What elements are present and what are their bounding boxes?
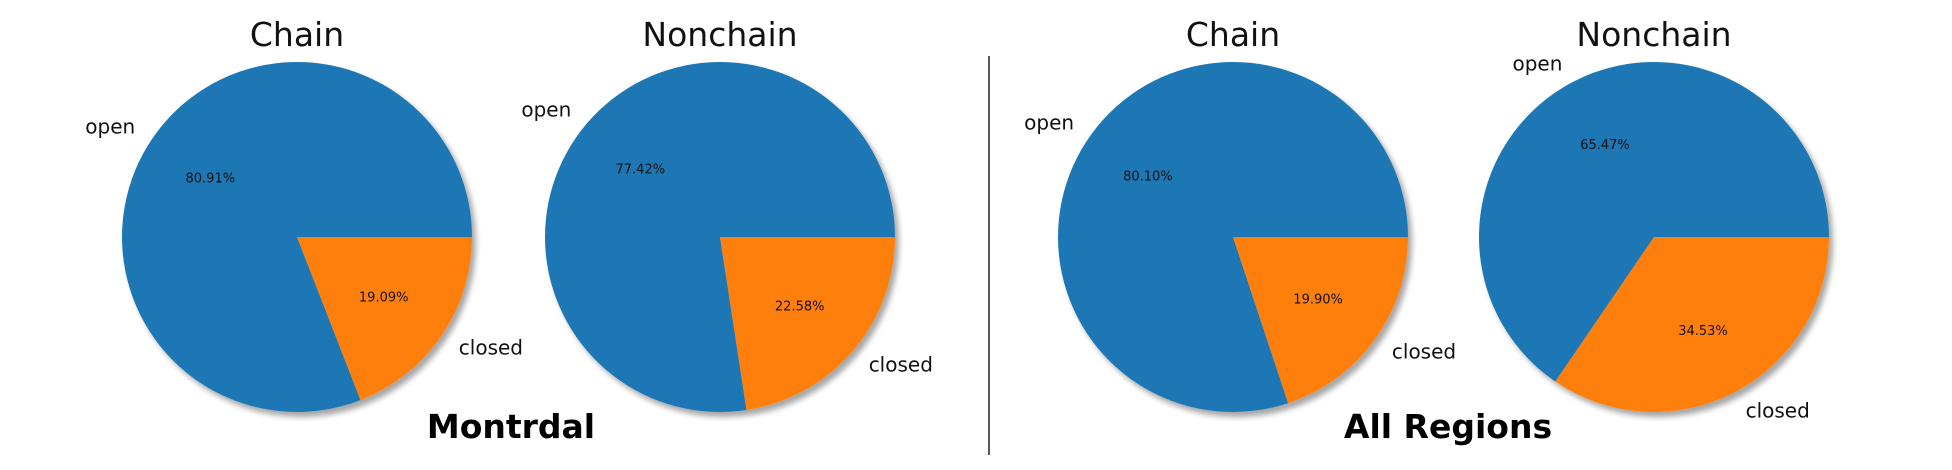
- slice-label-closed: closed: [1392, 340, 1456, 364]
- pie-slice-closed: [1233, 237, 1408, 404]
- slice-label-closed: closed: [1746, 398, 1810, 422]
- pie-slice-open: [122, 61, 472, 412]
- pie-slices: [544, 61, 895, 412]
- pie-slice-closed: [720, 237, 895, 410]
- pie-slice-closed: [1555, 237, 1829, 412]
- slice-label-open: open: [1512, 52, 1562, 76]
- pie-slices: [1058, 61, 1408, 412]
- pie-title: Nonchain: [1576, 15, 1731, 54]
- pie-2: Nonchain open 77.42% closed 22.58%: [521, 15, 933, 412]
- pie-slice-open: [1478, 61, 1829, 382]
- percent-label-open: 80.91%: [186, 172, 236, 187]
- slice-label-open: open: [85, 114, 135, 138]
- pie-title: Chain: [1186, 15, 1280, 54]
- pie-title: Nonchain: [642, 15, 797, 54]
- pie-slices: [1478, 61, 1829, 412]
- pie-slices: [122, 61, 472, 412]
- pie-slice-open: [1058, 61, 1408, 412]
- percent-label-open: 80.10%: [1123, 170, 1173, 185]
- percent-label-open: 77.42%: [616, 163, 666, 178]
- percent-label-closed: 22.58%: [775, 299, 825, 314]
- percent-label-closed: 19.90%: [1293, 293, 1343, 308]
- percent-label-open: 65.47%: [1580, 138, 1630, 153]
- group-caption-montreal: Montrdal: [427, 407, 595, 446]
- percent-label-closed: 19.09%: [359, 290, 409, 305]
- pie-1: Chain open 80.91% closed 19.09%: [85, 15, 523, 412]
- percent-label-closed: 34.53%: [1678, 324, 1728, 339]
- slice-label-open: open: [521, 97, 571, 121]
- slice-label-closed: closed: [459, 336, 523, 360]
- pie-3: Chain open 80.10% closed 19.90%: [1024, 15, 1456, 412]
- group-caption-all-regions: All Regions: [1344, 407, 1552, 446]
- pie-charts: Chain open 80.91% closed 19.09% Nonchain open 7…: [85, 15, 1829, 422]
- slice-label-open: open: [1024, 110, 1074, 134]
- slice-label-closed: closed: [869, 353, 933, 377]
- pie-4: Nonchain open 65.47% closed 34.53%: [1478, 15, 1829, 422]
- pie-slice-open: [544, 61, 895, 412]
- pie-slice-closed: [297, 237, 472, 401]
- pie-title: Chain: [250, 15, 344, 54]
